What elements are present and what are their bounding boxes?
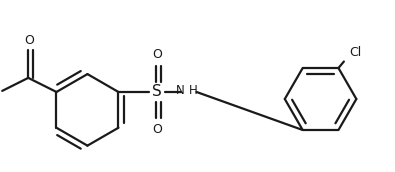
Text: O: O bbox=[152, 48, 162, 61]
Text: O: O bbox=[24, 34, 34, 47]
Text: S: S bbox=[152, 84, 161, 99]
Text: Cl: Cl bbox=[349, 46, 361, 59]
Text: O: O bbox=[152, 123, 162, 136]
Text: N: N bbox=[176, 84, 185, 97]
Text: H: H bbox=[189, 84, 198, 97]
